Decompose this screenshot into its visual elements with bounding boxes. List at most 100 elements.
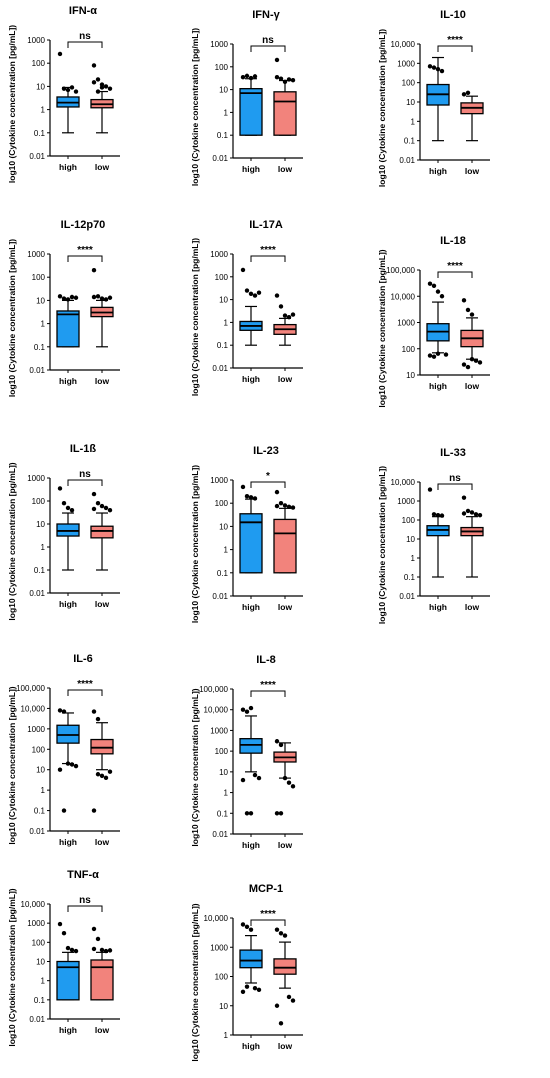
outlier-point [274, 503, 280, 509]
outlier-point [73, 89, 79, 94]
box-low [90, 959, 114, 1001]
outlier-point [439, 68, 445, 74]
x-category-label: high [429, 602, 447, 612]
significance-label: **** [447, 261, 463, 272]
y-tick-label: 0.1 [404, 573, 416, 582]
y-axis-label: log10 (Cytokine concentration [pg/mL]) [7, 239, 17, 397]
y-tick-label: 1000 [397, 319, 415, 328]
outlier-point [107, 769, 113, 774]
x-category-label: high [242, 164, 260, 174]
y-tick-label: 100,000 [386, 266, 415, 275]
outlier-point [435, 351, 441, 356]
y-tick-label: 10,000 [204, 914, 229, 923]
outlier-point [91, 80, 97, 85]
outlier-point [57, 486, 63, 491]
x-category-label: high [59, 599, 77, 609]
outlier-point [248, 811, 254, 816]
x-category-label: low [95, 599, 110, 609]
y-tick-label: 1 [224, 1031, 229, 1040]
x-category-label: high [59, 162, 77, 172]
outlier-point [95, 501, 101, 506]
y-tick-label: 1000 [210, 40, 228, 49]
outlier-point [278, 501, 284, 506]
y-tick-label: 100 [215, 747, 229, 756]
outlier-point [465, 307, 471, 313]
outlier-point [107, 948, 113, 953]
outlier-point [477, 360, 483, 365]
outlier-point [240, 777, 246, 783]
y-tick-label: 1000 [210, 943, 228, 952]
significance-bracket [250, 45, 286, 52]
outlier-point [477, 512, 483, 518]
box-low [273, 518, 297, 574]
chart-panel-il-6: IL-6 log10 (Cytokine concentration [pg/mL… [7, 653, 120, 847]
significance-label: **** [260, 909, 276, 920]
y-tick-label: 0.01 [29, 589, 45, 598]
outlier-point [61, 86, 67, 91]
outlier-point [439, 294, 445, 299]
x-category-label: low [465, 166, 480, 176]
chart-panel-ifn-: IFN-α log10 (Cytokine concentration [pg/m… [7, 5, 120, 183]
y-tick-label: 100 [32, 59, 46, 68]
y-tick-label: 1000 [210, 250, 228, 259]
y-tick-label: 100 [215, 499, 229, 508]
chart-title: IFN-α [69, 5, 97, 17]
outlier-point [65, 945, 71, 951]
x-category-label: high [59, 376, 77, 386]
y-tick-label: 0.01 [399, 592, 415, 601]
x-category-label: high [429, 381, 447, 391]
chart-title: IL-6 [73, 653, 93, 665]
y-tick-label: 0.1 [34, 996, 46, 1005]
y-tick-label: 100 [32, 938, 46, 947]
chart-title: TNF-α [67, 869, 99, 881]
y-axis-label: log10 (Cytokine concentration [pg/mL]) [190, 465, 200, 623]
outlier-point [91, 808, 97, 813]
y-tick-label: 1 [224, 108, 229, 117]
significance-bracket [437, 271, 473, 278]
y-tick-label: 10 [36, 958, 45, 967]
y-tick-label: 10,000 [391, 478, 416, 487]
y-tick-label: 10 [219, 768, 228, 777]
outlier-point [435, 512, 441, 518]
outlier-point [248, 927, 254, 932]
outlier-point [61, 501, 67, 506]
x-category-label: high [242, 374, 260, 384]
outlier-point [103, 505, 109, 511]
outlier-point [61, 296, 67, 301]
outlier-point [91, 946, 97, 952]
significance-bracket [437, 483, 473, 490]
outlier-point [461, 298, 467, 303]
x-category-label: high [242, 1041, 260, 1051]
chart-title: IL-33 [440, 447, 466, 459]
y-tick-label: 0.1 [217, 809, 229, 818]
y-tick-label: 100,000 [16, 684, 45, 693]
significance-bracket [67, 479, 103, 486]
outlier-point [427, 64, 433, 69]
y-tick-label: 10 [219, 1002, 228, 1011]
outlier-point [252, 293, 258, 298]
y-tick-label: 0.1 [34, 566, 46, 575]
chart-title: IL-17A [249, 219, 283, 231]
outlier-point [431, 354, 437, 359]
chart-panel-il-18: IL-18 log10 (Cytokine concentration [pg/m… [377, 235, 490, 408]
outlier-point [248, 75, 254, 81]
x-category-label: low [95, 162, 110, 172]
outlier-point [274, 927, 280, 932]
significance-bracket [437, 45, 473, 52]
outlier-point [57, 51, 63, 57]
y-tick-label: 10 [36, 520, 45, 529]
outlier-point [69, 507, 75, 513]
y-tick-label: 10 [219, 86, 228, 95]
chart-panel-tnf-: TNF-α log10 (Cytokine concentration [pg/m… [7, 869, 120, 1047]
y-tick-label: 100 [402, 79, 416, 88]
y-tick-label: 100,000 [199, 685, 228, 694]
outlier-point [465, 364, 471, 370]
y-tick-label: 10,000 [21, 704, 46, 713]
outlier-point [435, 289, 441, 294]
box-low [90, 738, 114, 755]
outlier-point [244, 984, 250, 989]
significance-bracket [67, 41, 103, 48]
y-tick-label: 0.1 [34, 343, 46, 352]
y-axis-label: log10 (Cytokine concentration [pg/mL]) [7, 25, 17, 183]
significance-label: **** [447, 35, 463, 46]
